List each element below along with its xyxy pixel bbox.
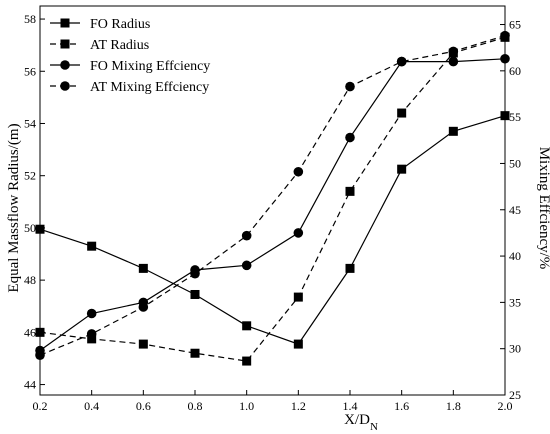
x-axis-title: X/DN: [344, 412, 378, 433]
legend-entry: AT Radius: [50, 38, 149, 53]
x-tick-label: 1.6: [394, 399, 409, 413]
data-point: [293, 339, 303, 349]
right-y-tick-label: 35: [509, 295, 521, 309]
data-point: [138, 263, 148, 273]
x-tick-label: 1.2: [291, 399, 306, 413]
data-point: [138, 339, 148, 349]
x-tick-label: 0.6: [136, 399, 151, 413]
data-point: [190, 268, 200, 279]
data-point: [242, 321, 252, 331]
left-y-tick-label: 56: [24, 64, 36, 78]
data-point: [397, 108, 407, 118]
left-y-tick-label: 58: [24, 12, 36, 26]
x-tick-label: 0.2: [33, 399, 48, 413]
data-point: [293, 292, 303, 302]
data-point: [241, 230, 252, 241]
left-y-tick-label: 50: [24, 221, 36, 235]
legend-entry: AT Mixing Effciency: [50, 80, 209, 95]
data-point: [293, 166, 304, 177]
left-y-tick-label: 54: [24, 116, 36, 130]
data-point: [448, 56, 459, 67]
left-y-tick-label: 44: [24, 378, 36, 392]
left-y-axis-title: Equal Massflow Radius/(m): [6, 123, 22, 292]
left-y-tick-label: 52: [24, 169, 36, 183]
data-point: [86, 329, 97, 339]
x-tick-label: 0.4: [84, 399, 99, 413]
data-point: [500, 53, 510, 64]
right-y-tick-label: 55: [509, 110, 521, 124]
right-y-tick-label: 60: [509, 64, 521, 78]
series-at-mixing-effciency: [35, 30, 510, 360]
data-point: [397, 164, 407, 174]
right-y-axis-title: Mixing Effciency/%: [536, 147, 550, 270]
data-point: [345, 132, 355, 143]
plot-frame: [39, 5, 506, 396]
data-point: [396, 56, 407, 67]
legend-label: FO Mixing Effciency: [90, 59, 210, 74]
left-y-tick-label: 46: [24, 325, 36, 339]
series-fo-radius: [35, 111, 510, 349]
legend-marker: [60, 60, 70, 70]
x-tick-label: 2.0: [498, 399, 513, 413]
data-point: [345, 81, 355, 92]
data-point: [35, 224, 45, 234]
legend-label: AT Mixing Effciency: [90, 80, 209, 95]
data-point: [138, 302, 149, 312]
series-line: [39, 35, 506, 356]
right-y-tick-label: 65: [509, 18, 521, 32]
data-point: [87, 334, 97, 344]
x-tick-label: 1.8: [446, 399, 461, 413]
series-line: [39, 115, 506, 345]
legend-entry: FO Mixing Effciency: [50, 59, 210, 74]
right-y-tick-label: 50: [509, 156, 521, 170]
data-point: [345, 263, 355, 273]
left-y-tick-label: 48: [24, 273, 36, 287]
data-point: [35, 327, 45, 337]
data-point: [86, 308, 97, 319]
data-point: [448, 46, 459, 57]
right-y-tick-label: 40: [509, 249, 521, 263]
legend-label: AT Radius: [90, 38, 149, 53]
data-point: [87, 241, 97, 251]
x-tick-label: 0.8: [188, 399, 203, 413]
data-point: [345, 186, 355, 196]
data-point: [293, 228, 304, 238]
legend-marker: [60, 39, 70, 49]
data-point: [500, 30, 510, 41]
legend-marker: [60, 18, 70, 28]
data-point: [35, 350, 45, 360]
legend-entry: FO Radius: [50, 17, 150, 32]
x-tick-label: 1.4: [343, 399, 358, 413]
legend-marker: [60, 81, 70, 91]
series-line: [39, 58, 506, 351]
data-point: [190, 348, 200, 358]
data-point: [500, 111, 510, 121]
data-point: [241, 260, 252, 271]
x-tick-label: 1.0: [239, 399, 254, 413]
series-line: [39, 36, 506, 362]
right-y-tick-label: 45: [509, 203, 521, 217]
right-y-tick-label: 30: [509, 342, 521, 356]
right-y-tick-label: 25: [509, 388, 521, 402]
data-point: [190, 289, 200, 299]
data-point: [242, 356, 252, 366]
data-point: [448, 126, 458, 136]
legend-label: FO Radius: [90, 17, 150, 32]
